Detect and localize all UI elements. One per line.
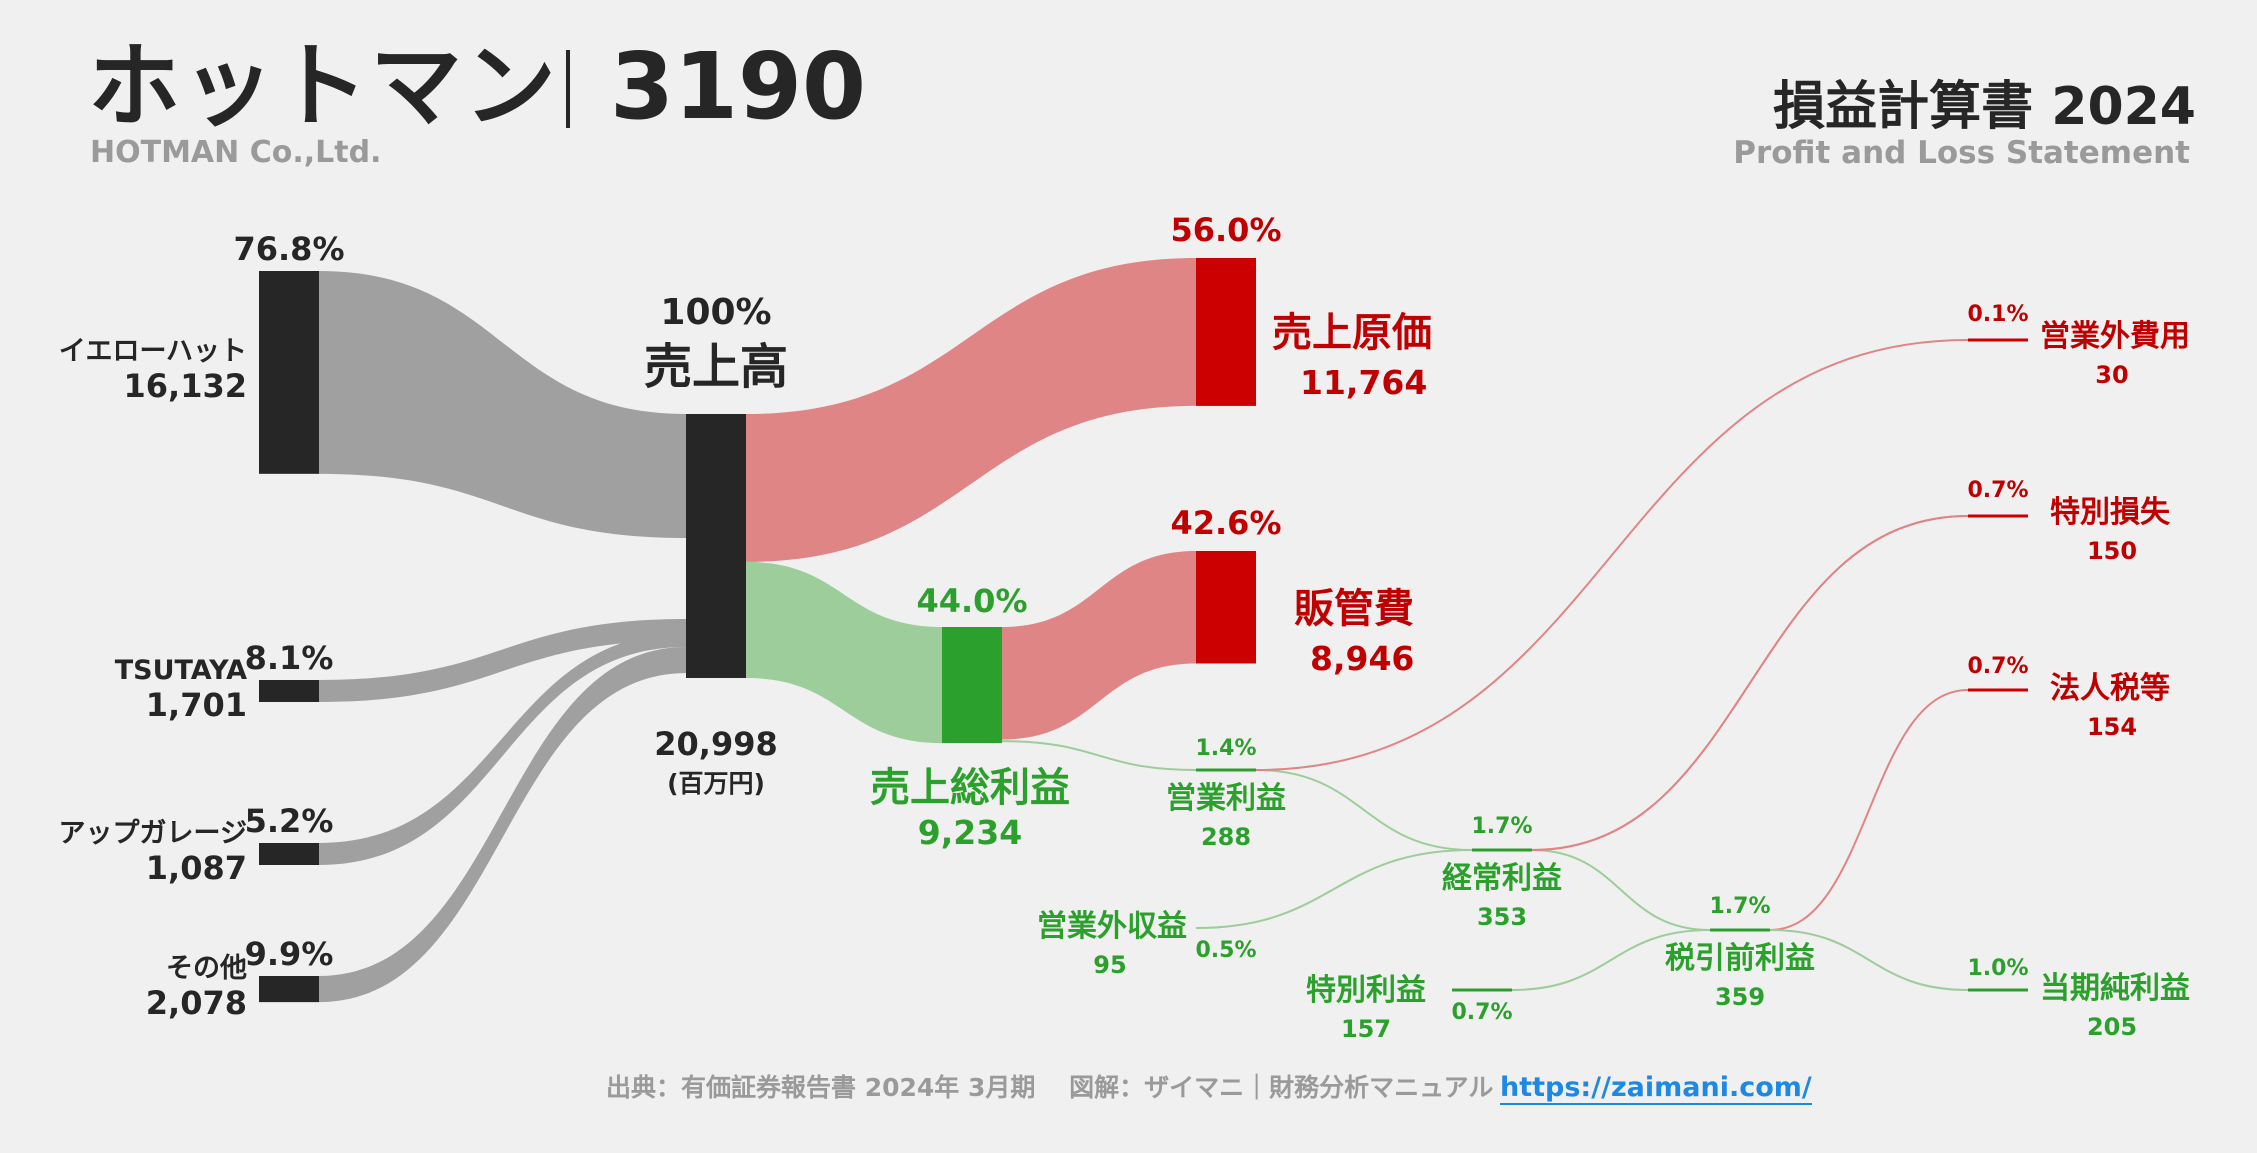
segment-label-2: アップガレージ — [58, 818, 247, 849]
noi-flow — [1195, 849, 1473, 929]
statement-subtitle: Profit and Loss Statement — [1733, 135, 2190, 171]
ei-label: 特別利益 — [1306, 973, 1426, 1008]
segment-label-0: イエローハット — [58, 336, 247, 368]
gp-value: 9,234 — [917, 813, 1023, 852]
company-name: ホットマン — [88, 33, 559, 140]
gp-bar — [942, 627, 1002, 744]
segment-value-2: 1,087 — [145, 849, 247, 887]
segment-pct-0: 76.8% — [233, 230, 345, 268]
cos-bar — [1196, 258, 1256, 406]
op-value: 288 — [1200, 823, 1252, 851]
segment-label-3: その他 — [166, 953, 247, 985]
ord-value: 353 — [1476, 903, 1528, 931]
noi-pct: 0.5% — [1195, 938, 1257, 963]
gp-pct: 44.0% — [916, 582, 1028, 620]
revenue-bar — [686, 414, 746, 678]
gp-label: 売上総利益 — [870, 765, 1070, 811]
pre-label: 税引前利益 — [1665, 941, 1815, 976]
source-link[interactable]: https://zaimani.com/ — [1500, 1072, 1812, 1106]
pre-value: 359 — [1714, 983, 1766, 1011]
ord-pct: 1.7% — [1471, 814, 1533, 839]
statement-title: 損益計算書 2024 — [1773, 77, 2196, 137]
segment-bar-0 — [259, 271, 319, 474]
tax-label: 法人税等 — [2050, 671, 2170, 706]
cos-value: 11,764 — [1300, 363, 1428, 402]
op-pct: 1.4% — [1195, 736, 1257, 761]
segment-bar-3 — [259, 976, 319, 1003]
el-pct: 0.7% — [1967, 478, 2029, 503]
op-flow — [1001, 740, 1197, 771]
noe-label: 営業外費用 — [2040, 319, 2190, 354]
segment-bar-1 — [259, 680, 319, 702]
cos-label: 売上原価 — [1272, 310, 1432, 356]
noe-value: 30 — [2095, 361, 2129, 389]
net-pct: 1.0% — [1967, 956, 2029, 981]
segment-pct-1: 8.1% — [244, 639, 334, 677]
segment-pct-2: 5.2% — [244, 802, 334, 840]
source-note: 出典：有価証券報告書 2024年 3月期 図解：ザイマニ｜財務分析マニュアル — [606, 1073, 1494, 1102]
net-flow — [1769, 929, 1969, 991]
cos-flow — [746, 258, 1196, 562]
segment-label-1: TSUTAYA — [114, 655, 247, 686]
noi-label: 営業外収益 — [1037, 909, 1187, 944]
tax-value: 154 — [2086, 713, 2138, 741]
title-separator — [566, 50, 570, 128]
pre-pct: 1.7% — [1709, 894, 1771, 919]
net-value: 205 — [2086, 1013, 2138, 1041]
gp-flow — [746, 561, 942, 744]
segment-value-3: 2,078 — [145, 984, 247, 1023]
sga-bar — [1196, 551, 1256, 664]
ei-flow — [1511, 929, 1711, 991]
stock-code: 3190 — [610, 33, 867, 140]
el-value: 150 — [2086, 537, 2138, 565]
segment-value-1: 1,701 — [145, 686, 247, 724]
revenue-label: 売上高 — [643, 339, 789, 395]
company-name-en: HOTMAN Co.,Ltd. — [90, 135, 382, 170]
noe-flow — [1255, 339, 1969, 771]
segment-value-0: 16,132 — [123, 367, 247, 406]
ei-value: 157 — [1340, 1015, 1392, 1043]
revenue-value: 20,998 — [654, 725, 778, 763]
segment-flow-1 — [319, 619, 686, 702]
ord-to-pre-flow — [1531, 849, 1711, 931]
revenue-pct: 100% — [660, 292, 772, 333]
sga-label: 販管費 — [1294, 586, 1414, 632]
ei-pct: 0.7% — [1451, 1000, 1513, 1025]
noe-pct: 0.1% — [1967, 302, 2029, 327]
segment-flow-3 — [319, 647, 686, 1003]
segment-flow-2 — [319, 633, 686, 865]
el-label: 特別損失 — [2050, 495, 2170, 530]
sga-flow — [1002, 551, 1196, 740]
op-label: 営業利益 — [1166, 781, 1286, 816]
ord-label: 経常利益 — [1442, 861, 1562, 896]
sga-pct: 42.6% — [1170, 504, 1282, 542]
tax-pct: 0.7% — [1967, 654, 2029, 679]
unit-label: (百万円) — [667, 769, 765, 798]
noi-value: 95 — [1093, 951, 1127, 979]
net-label: 当期純利益 — [2040, 971, 2190, 1006]
segment-bar-2 — [259, 843, 319, 865]
segment-pct-3: 9.9% — [244, 935, 334, 973]
tax-flow — [1769, 689, 1969, 931]
el-flow-b — [1531, 515, 1969, 851]
op-to-ord-flow — [1255, 769, 1473, 851]
sga-value: 8,946 — [1310, 639, 1415, 678]
cos-pct: 56.0% — [1170, 211, 1282, 249]
segment-flow-0 — [319, 271, 686, 538]
